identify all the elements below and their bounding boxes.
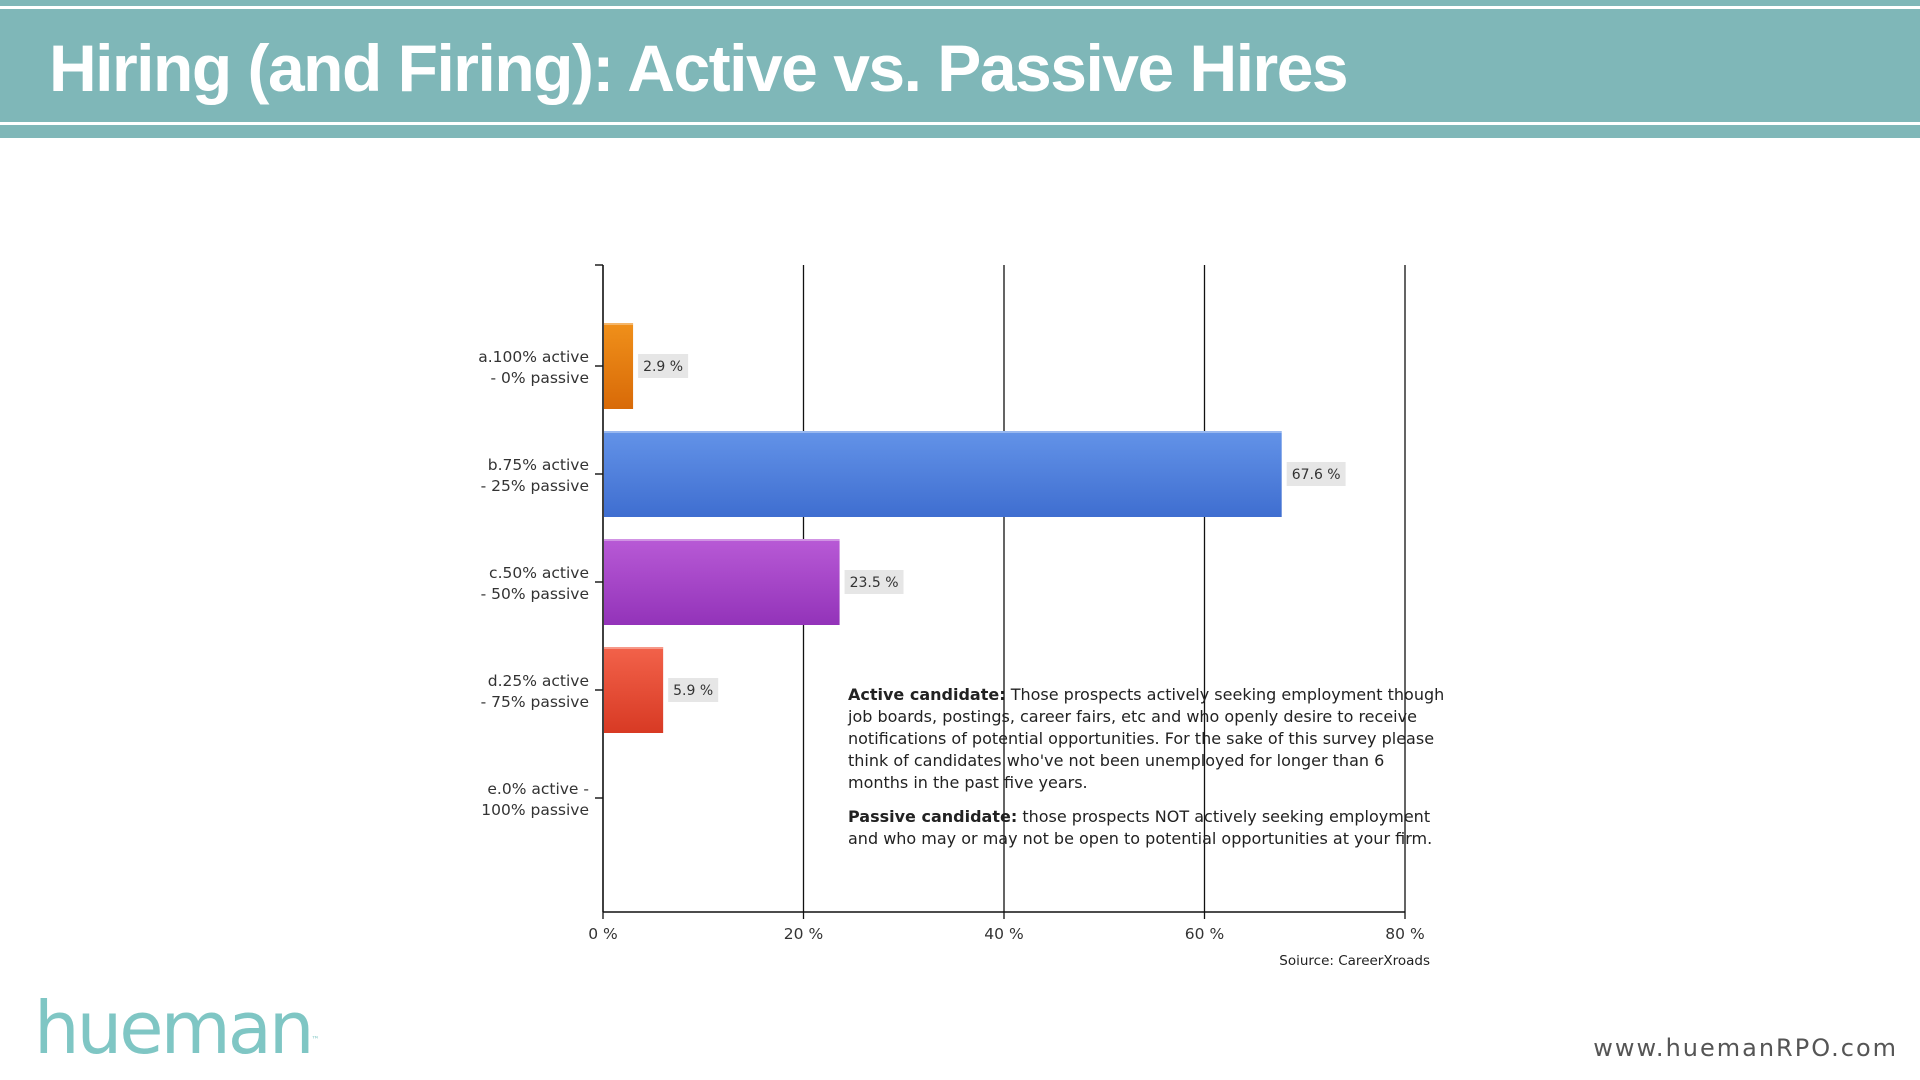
category-label-2-0: c.50% active	[489, 564, 589, 582]
category-label-2-1: - 50% passive	[481, 585, 589, 603]
bar-3	[604, 647, 664, 733]
category-label-4-1: 100% passive	[481, 801, 589, 819]
x-tick-label-0: 0 %	[588, 925, 618, 943]
candidate-definitions: Active candidate: Those prospects active…	[848, 684, 1448, 862]
x-tick-label-20: 20 %	[784, 925, 823, 943]
label-layer: 0 % 20 % 40 % 60 % 80 % a.100% active - 0% pas…	[478, 348, 1424, 943]
hueman-logo: hueman™	[34, 988, 319, 1068]
bar-2	[604, 539, 840, 625]
passive-term: Passive candidate:	[848, 807, 1018, 826]
data-label-box-1	[1286, 462, 1346, 486]
category-label-0-1: - 0% passive	[490, 369, 589, 387]
data-label-2: 23.5 %	[850, 575, 899, 591]
bar-0	[604, 323, 634, 409]
bar-layer	[604, 323, 1282, 733]
logo-trademark: ™	[311, 1035, 320, 1044]
bar-1	[604, 431, 1282, 517]
data-label-0: 2.9 %	[643, 359, 683, 375]
passive-description: those prospects NOT actively seeking emp…	[848, 807, 1433, 848]
title-band-bottom-line	[0, 122, 1920, 125]
data-label-box-0	[638, 354, 689, 378]
bar-highlight-2	[604, 539, 840, 541]
website-url: www.huemanRPO.com	[1593, 1034, 1898, 1062]
slide-title: Hiring (and Firing): Active vs. Passive …	[49, 31, 1349, 105]
bar-highlight-0	[604, 323, 634, 325]
data-label-3: 5.9 %	[673, 683, 713, 699]
logo-text: hueman	[34, 986, 314, 1070]
active-description: Those prospects actively seeking employm…	[848, 685, 1445, 792]
title-band-top-line	[0, 6, 1920, 9]
category-label-1-1: - 25% passive	[481, 477, 589, 495]
active-term: Active candidate:	[848, 685, 1006, 704]
x-tick-label-40: 40 %	[984, 925, 1023, 943]
category-label-3-0: d.25% active	[488, 672, 589, 690]
x-tick-label-80: 80 %	[1385, 925, 1424, 943]
passive-definition: Passive candidate: those prospects NOT a…	[848, 806, 1448, 850]
category-label-0-0: a.100% active	[478, 348, 589, 366]
bar-chart: 0 % 20 % 40 % 60 % 80 % a.100% active - 0% pas…	[478, 264, 1430, 969]
bar-highlight-1	[604, 431, 1282, 433]
x-tick-label-60: 60 %	[1185, 925, 1224, 943]
category-label-1-0: b.75% active	[488, 456, 589, 474]
data-label-1: 67.6 %	[1292, 467, 1341, 483]
grid-layer	[802, 265, 1406, 912]
bar-highlight-3	[604, 647, 664, 649]
axis-layer	[595, 264, 1406, 919]
chart-source: Soiurce: CareerXroads	[1279, 953, 1430, 969]
category-label-3-1: - 75% passive	[481, 693, 589, 711]
title-band: Hiring (and Firing): Active vs. Passive …	[0, 0, 1920, 138]
data-label-box-3	[668, 678, 719, 702]
category-label-4-0: e.0% active -	[487, 780, 589, 798]
data-label-box-2	[844, 570, 904, 594]
active-definition: Active candidate: Those prospects active…	[848, 684, 1448, 794]
